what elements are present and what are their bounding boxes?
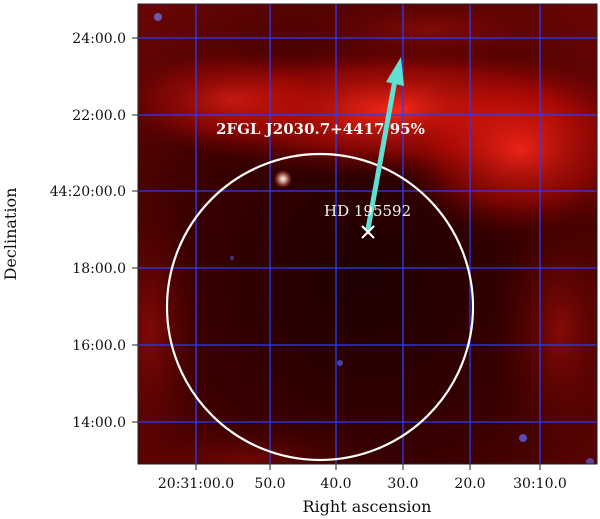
dec-tick-labels: 24:00.0 22:00.0 44:20:00.0 18:00.0 16:00… bbox=[50, 31, 126, 431]
ra-tick-label: 30:10.0 bbox=[513, 476, 567, 492]
ra-tick-label: 40.0 bbox=[320, 476, 351, 492]
faint-star bbox=[586, 458, 594, 464]
dec-tick-label: 16:00.0 bbox=[72, 338, 126, 354]
sky-image: 2FGL J2030.7+4417 95% HD 195592 bbox=[138, 4, 597, 464]
confidence-circle bbox=[165, 152, 475, 462]
bright-star bbox=[274, 170, 292, 188]
faint-star bbox=[337, 360, 343, 366]
ra-tick-labels: 20:31:00.0 50.0 40.0 30.0 20.0 30:10.0 bbox=[158, 476, 567, 492]
ra-tick-label: 20:31:00.0 bbox=[158, 476, 234, 492]
dec-tick-label: 14:00.0 bbox=[72, 415, 126, 431]
dec-tick-label: 44:20:00.0 bbox=[50, 184, 126, 200]
coordinate-grid bbox=[138, 4, 597, 464]
faint-star bbox=[154, 13, 162, 21]
y-axis-title: Declination bbox=[1, 188, 20, 281]
proper-motion-arrow bbox=[365, 57, 404, 232]
dec-tick-label: 18:00.0 bbox=[72, 261, 126, 277]
source-marker bbox=[361, 225, 375, 239]
faint-star bbox=[230, 256, 234, 260]
faint-star bbox=[519, 434, 527, 442]
confidence-circle-label: 2FGL J2030.7+4417 95% bbox=[216, 120, 425, 138]
plot-frame bbox=[137, 3, 598, 465]
source-label: HD 195592 bbox=[324, 202, 411, 220]
x-axis-title: Right ascension bbox=[303, 497, 432, 516]
ra-tick-label: 30.0 bbox=[387, 476, 418, 492]
ra-tick-label: 50.0 bbox=[254, 476, 285, 492]
dec-tick-label: 24:00.0 bbox=[72, 31, 126, 47]
dec-tick-label: 22:00.0 bbox=[72, 108, 126, 124]
tick-marks bbox=[132, 37, 541, 470]
ra-tick-label: 20.0 bbox=[454, 476, 485, 492]
